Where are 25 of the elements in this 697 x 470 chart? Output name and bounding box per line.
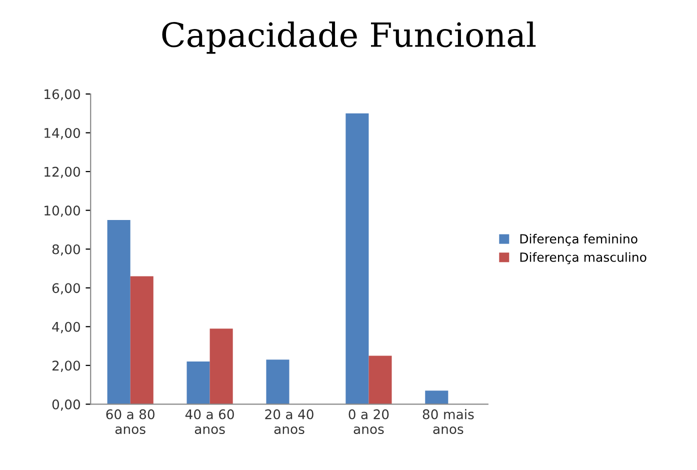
bar	[346, 113, 369, 404]
bar	[186, 362, 210, 404]
bar	[368, 356, 392, 404]
bar	[107, 220, 130, 404]
y-tick-label: 6,00	[52, 283, 80, 294]
y-tick-label: 2,00	[52, 360, 80, 372]
y-tick-label: 0,00	[52, 399, 80, 411]
bar	[425, 390, 448, 404]
y-tick-label: 14,00	[44, 128, 80, 140]
legend-label: Diferença feminino	[520, 234, 638, 246]
x-tick-label: 40 a 60 anos	[185, 409, 234, 434]
x-tick-label: 0 a 20 anos	[348, 409, 389, 434]
y-tick-label: 12,00	[44, 166, 80, 178]
x-tick-label: 20 a 40 anos	[265, 409, 314, 434]
legend-label: Diferença masculino	[520, 252, 646, 264]
y-tick-label: 16,00	[44, 89, 80, 101]
bar	[210, 328, 233, 404]
y-tick-label: 10,00	[44, 206, 80, 217]
bar	[130, 276, 154, 404]
x-tick-label: 60 a 80 anos	[106, 409, 154, 434]
y-tick-label: 4,00	[52, 322, 80, 334]
chart-title: Capacidade Funcional	[162, 21, 536, 54]
y-tick-label: 8,00	[52, 244, 80, 256]
bar	[266, 360, 290, 404]
x-tick-label: 80 mais anos	[422, 409, 474, 434]
